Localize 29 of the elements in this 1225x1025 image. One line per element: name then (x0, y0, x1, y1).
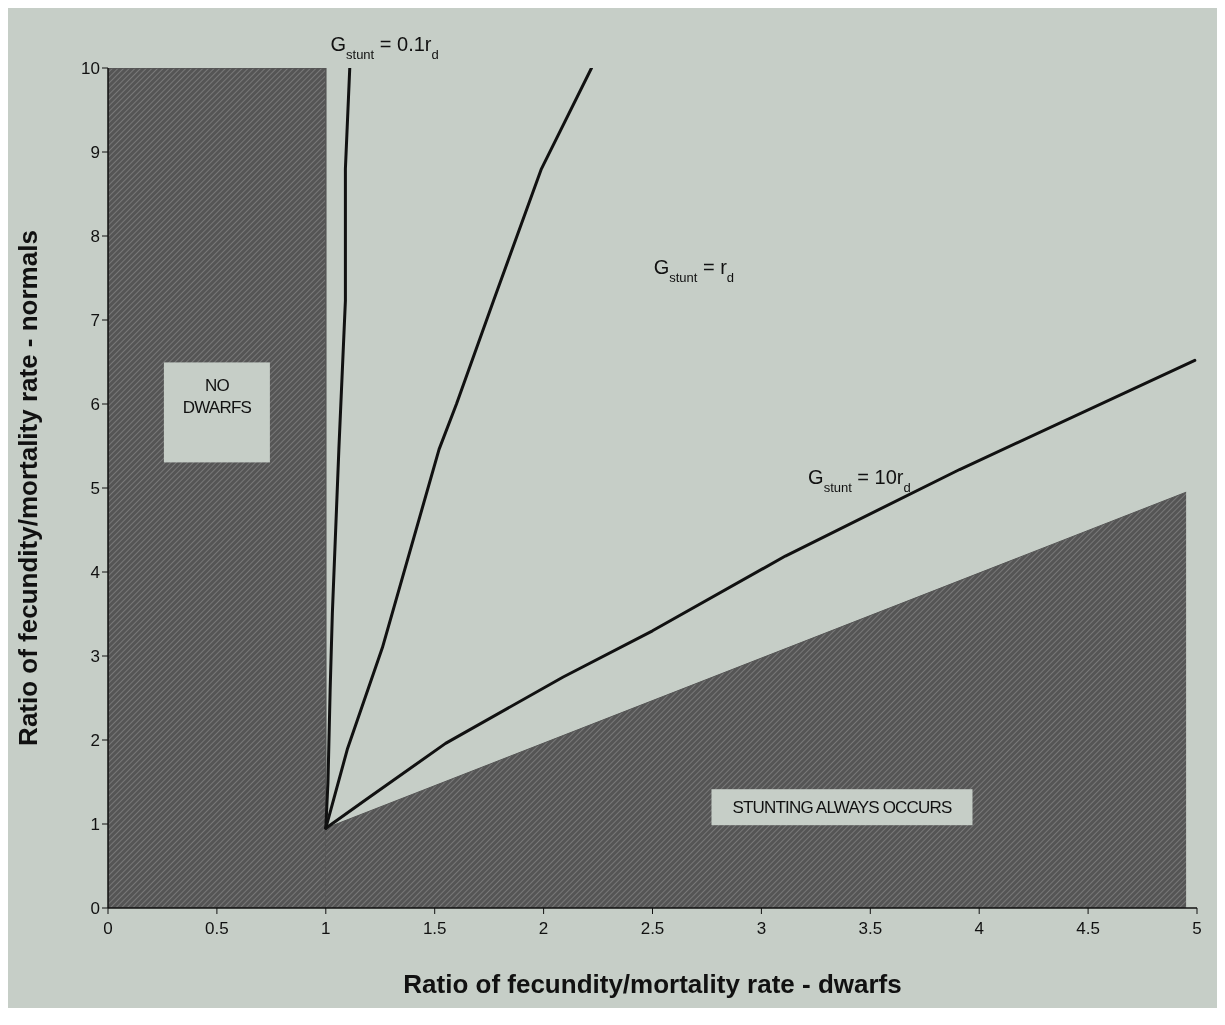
x-tick-label: 5 (1192, 919, 1202, 939)
y-tick-label: 5 (90, 479, 100, 499)
text: G$_{stunt}$ = 0.1r$_{d}$ (330, 33, 439, 62)
x-tick-label: 3 (756, 919, 767, 939)
y-tick-label: 2 (90, 731, 100, 751)
y-tick-label: 8 (90, 227, 100, 247)
y-tick-label: 7 (90, 311, 100, 331)
y-tick-label: 10 (81, 59, 100, 79)
x-tick-label: 0.5 (205, 919, 229, 939)
y-tick-label: 3 (90, 647, 100, 667)
x-tick-label: 1.5 (422, 919, 447, 939)
y-axis-title: Ratio of fecundity/mortality rate - normals (13, 230, 44, 746)
y-tick-label: 9 (90, 143, 100, 163)
x-tick-label: 1 (321, 919, 331, 939)
x-tick-label: 2 (538, 919, 549, 939)
x-tick-label: 0 (103, 919, 113, 939)
x-tick-label: 4.5 (1076, 919, 1100, 939)
x-axis-title: Ratio of fecundity/mortality rate - dwarfs (403, 969, 902, 999)
y-tick-label: 4 (90, 563, 100, 583)
y-tick-label: 1 (90, 815, 100, 835)
series-label: STUNTING ALWAYS OCCURS (732, 798, 953, 818)
y-tick-label: 0 (90, 899, 100, 919)
band-label: NO DWARFS (182, 376, 252, 418)
x-tick-label: 2.5 (640, 919, 665, 939)
annotation: G$_{stunt}$ = r$_{d}$ (653, 255, 735, 285)
x-tick-label: 3.5 (858, 919, 883, 939)
x-tick-label: 4 (974, 919, 984, 939)
annotation: G$_{stunt}$ = 10r$_{d}$ (808, 465, 911, 495)
y-tick-label: 6 (90, 395, 100, 415)
